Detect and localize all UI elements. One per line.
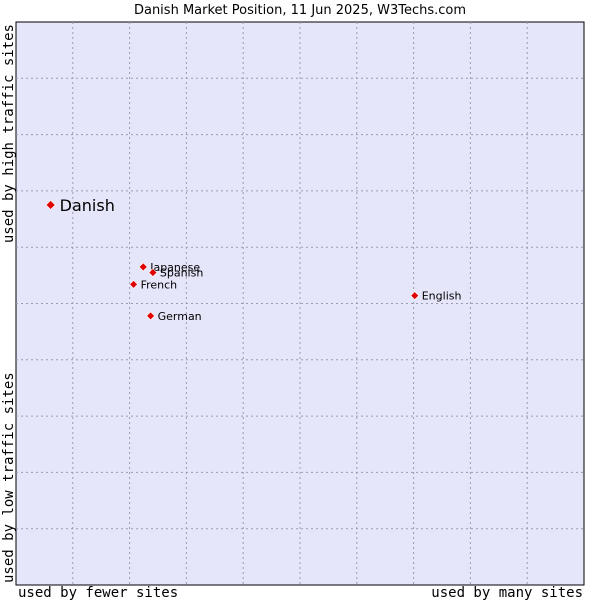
x-axis-label-right: used by many sites bbox=[431, 585, 583, 600]
point-marker-spanish bbox=[148, 268, 158, 277]
point-label-danish: Danish bbox=[60, 196, 115, 215]
point-label-french: French bbox=[141, 278, 178, 291]
point-label-german: German bbox=[158, 310, 202, 323]
data-point-spanish: Spanish bbox=[148, 267, 203, 280]
chart-title: Danish Market Position, 11 Jun 2025, W3T… bbox=[134, 3, 466, 18]
point-label-japanese: Japanese bbox=[149, 261, 200, 274]
point-marker-german bbox=[146, 311, 156, 321]
data-point-danish: Danish bbox=[45, 196, 115, 215]
x-axis-label-left: used by fewer sites bbox=[18, 585, 178, 600]
point-marker-french bbox=[129, 279, 139, 289]
point-marker-japanese bbox=[138, 262, 148, 272]
data-point-english: English bbox=[410, 290, 462, 303]
data-point-french: French bbox=[129, 278, 178, 291]
y-axis-label-top: used by high traffic sites bbox=[1, 24, 17, 243]
grid-lines bbox=[16, 22, 584, 585]
point-marker-danish bbox=[45, 200, 56, 210]
point-label-english: English bbox=[422, 290, 462, 303]
point-label-spanish: Spanish bbox=[160, 267, 203, 280]
point-marker-english bbox=[410, 291, 420, 301]
data-point-german: German bbox=[146, 310, 202, 323]
data-point-japanese: Japanese bbox=[138, 261, 200, 274]
y-axis-label-bottom: used by low traffic sites bbox=[1, 372, 17, 583]
